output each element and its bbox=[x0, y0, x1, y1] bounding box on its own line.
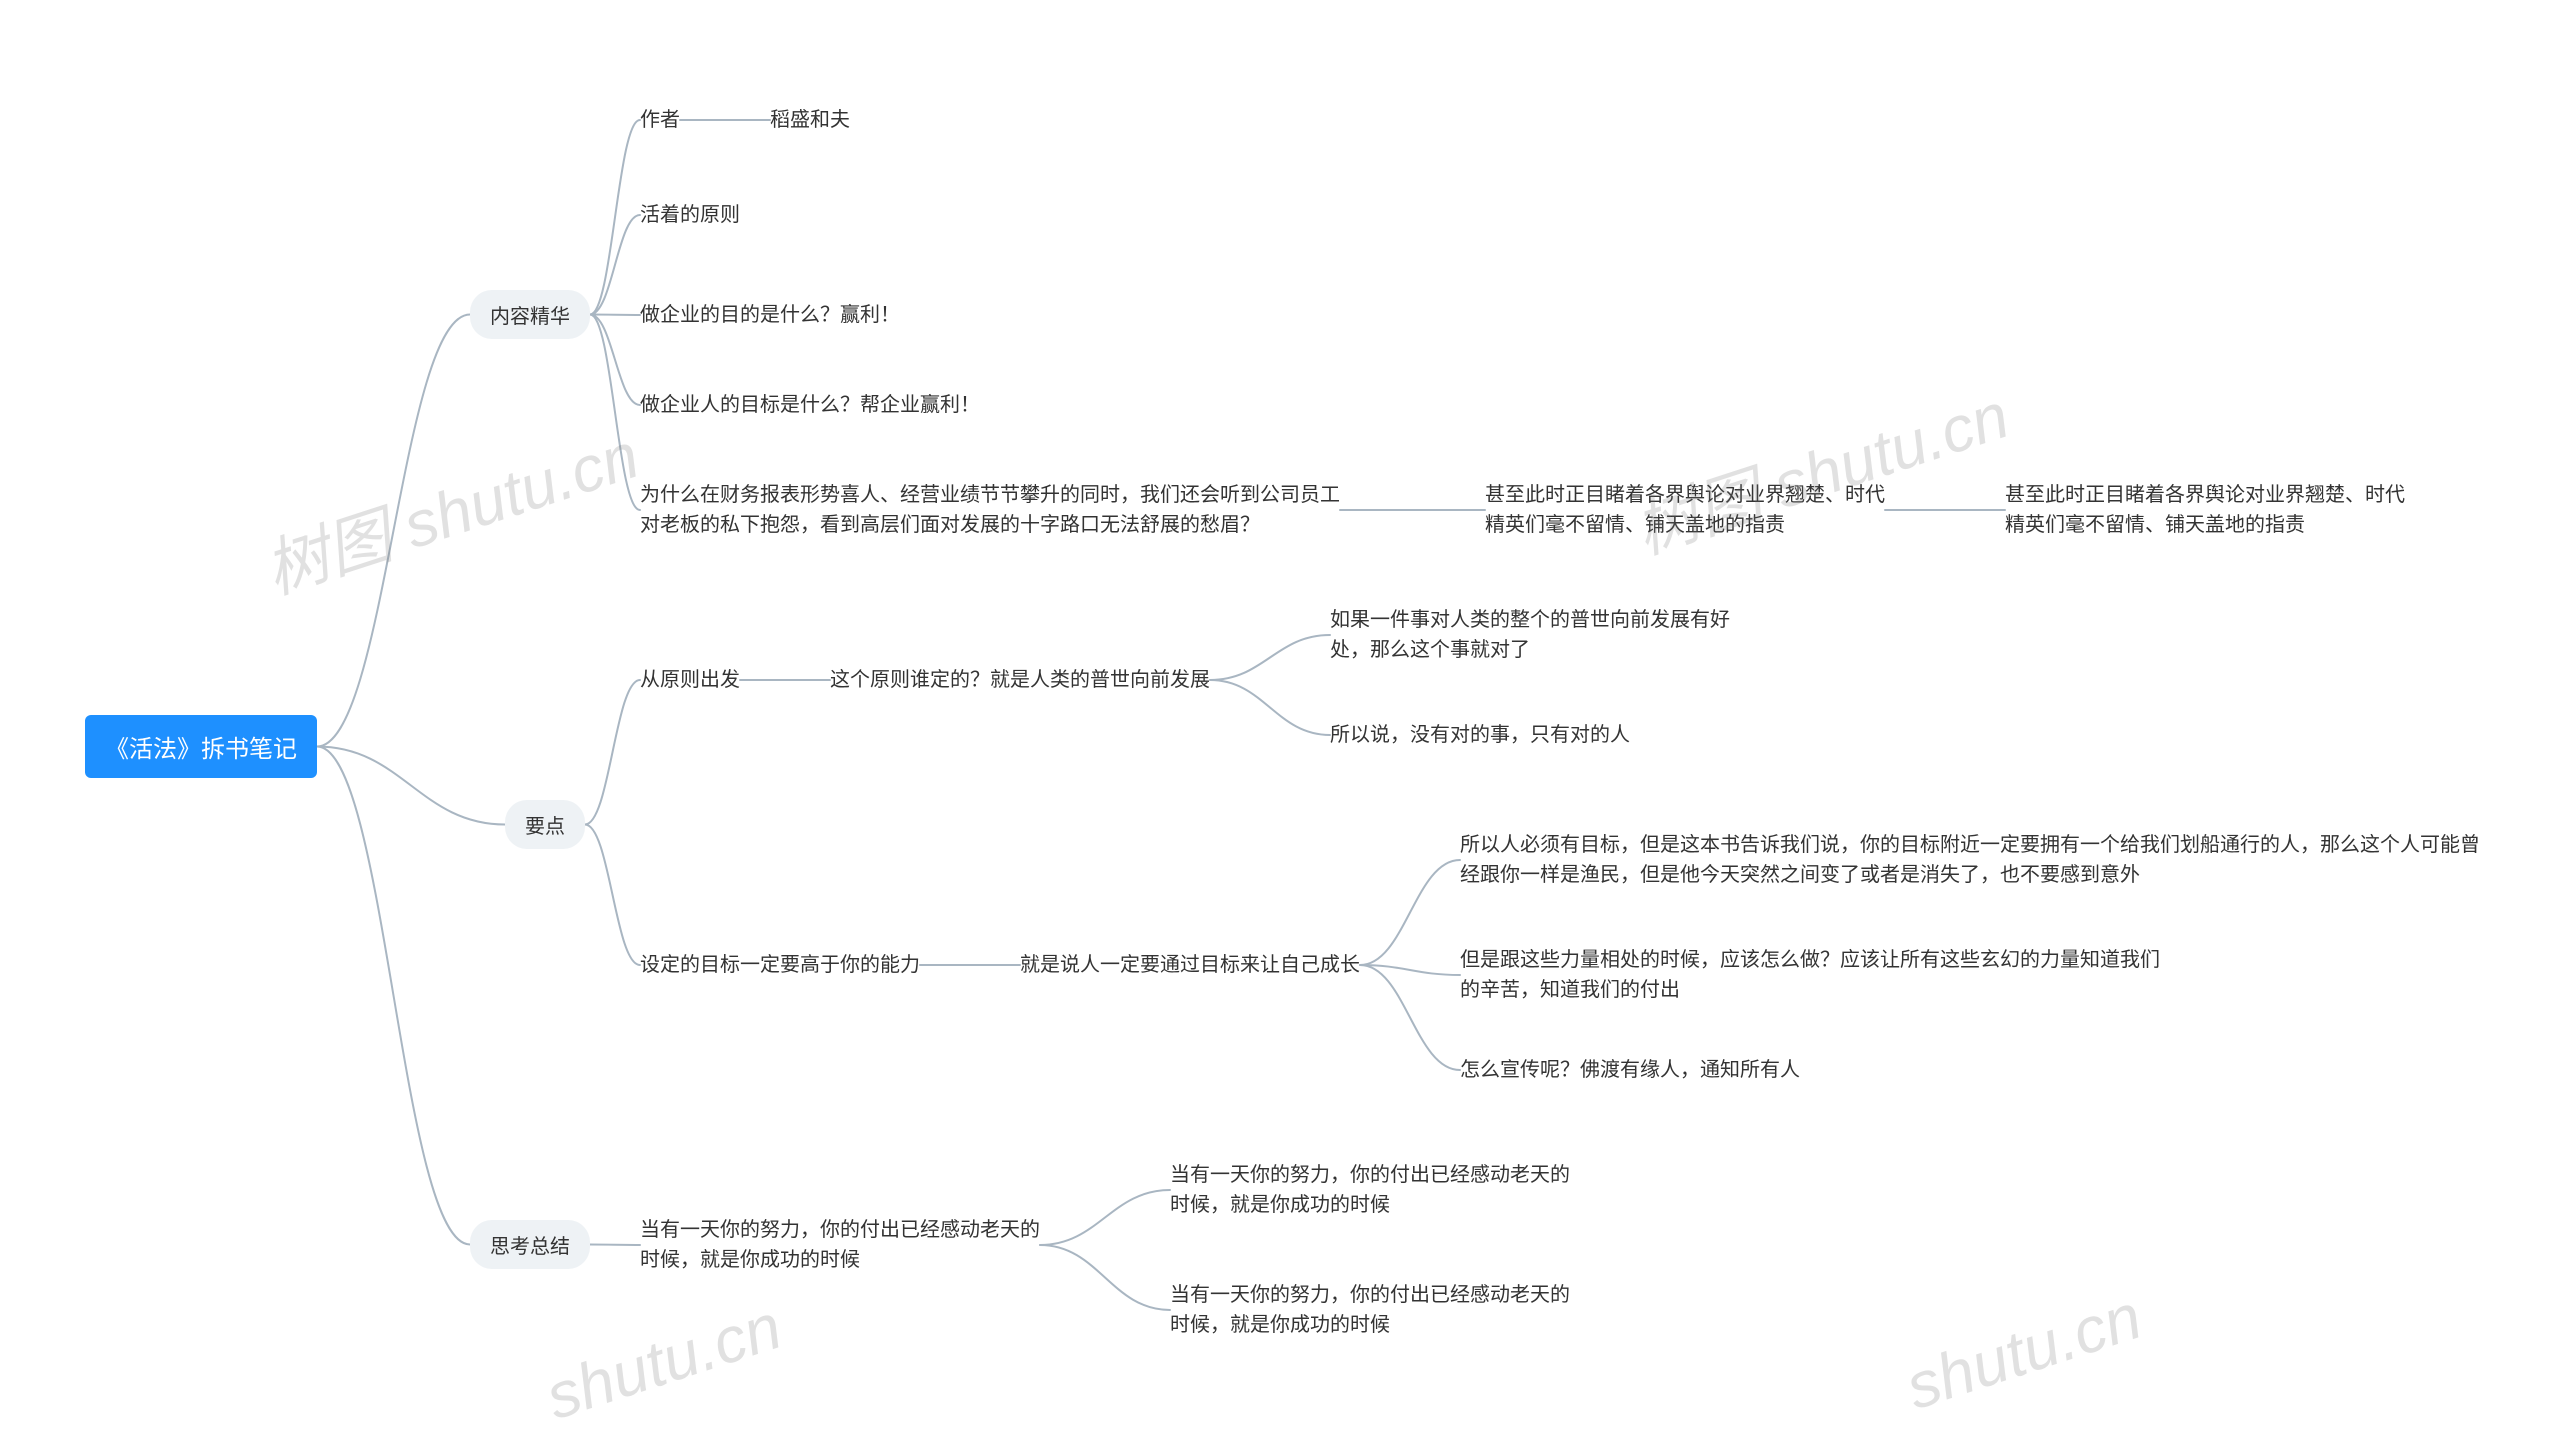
c-cc1: 当有一天你的努力，你的付出已经感动老天的 时候，就是你成功的时候 bbox=[1170, 1280, 1570, 1340]
a-goal: 做企业人的目标是什么？帮企业赢利！ bbox=[640, 390, 980, 420]
watermark: 树图 shutu.cn bbox=[252, 405, 649, 612]
a-author-child: 稻盛和夫 bbox=[770, 105, 850, 135]
b-fp-cc1: 所以说，没有对的事，只有对的人 bbox=[1330, 720, 1630, 750]
a-why-c1: 甚至此时正目睹着各界舆论对业界翘楚、时代 精英们毫不留情、铺天盖地的指责 bbox=[2005, 480, 2405, 540]
chip-essence[interactable]: 内容精华 bbox=[470, 290, 590, 339]
b-fp: 从原则出发 bbox=[640, 665, 740, 695]
c-cc0: 当有一天你的努力，你的付出已经感动老天的 时候，就是你成功的时候 bbox=[1170, 1160, 1570, 1220]
b-fp-cc0: 如果一件事对人类的整个的普世向前发展有好 处，那么这个事就对了 bbox=[1330, 605, 1730, 665]
b-gh-child: 就是说人一定要通过目标来让自己成长 bbox=[1020, 950, 1360, 980]
c-item: 当有一天你的努力，你的付出已经感动老天的 时候，就是你成功的时候 bbox=[640, 1215, 1040, 1275]
a-purpose: 做企业的目的是什么？赢利！ bbox=[640, 300, 900, 330]
a-why-c0: 甚至此时正目睹着各界舆论对业界翘楚、时代 精英们毫不留情、铺天盖地的指责 bbox=[1485, 480, 1885, 540]
b-gh-cc0: 所以人必须有目标，但是这本书告诉我们说，你的目标附近一定要拥有一个给我们划船通行… bbox=[1460, 830, 2480, 890]
b-fp-child: 这个原则谁定的？就是人类的普世向前发展 bbox=[830, 665, 1210, 695]
watermark: shutu.cn bbox=[1897, 1279, 2150, 1424]
b-gh-cc2: 怎么宣传呢？佛渡有缘人，通知所有人 bbox=[1460, 1055, 1800, 1085]
watermark: 树图 shutu.cn bbox=[1622, 365, 2019, 572]
root-node[interactable]: 《活法》拆书笔记 bbox=[85, 715, 317, 778]
a-principle: 活着的原则 bbox=[640, 200, 740, 230]
chip-summary[interactable]: 思考总结 bbox=[470, 1220, 590, 1269]
chip-points[interactable]: 要点 bbox=[505, 800, 585, 849]
b-gh: 设定的目标一定要高于你的能力 bbox=[640, 950, 920, 980]
a-why: 为什么在财务报表形势喜人、经营业绩节节攀升的同时，我们还会听到公司员工 对老板的… bbox=[640, 480, 1340, 540]
watermark: shutu.cn bbox=[537, 1289, 790, 1431]
a-author: 作者 bbox=[640, 105, 680, 135]
b-gh-cc1: 但是跟这些力量相处的时候，应该怎么做？应该让所有这些玄幻的力量知道我们 的辛苦，… bbox=[1460, 945, 2160, 1005]
